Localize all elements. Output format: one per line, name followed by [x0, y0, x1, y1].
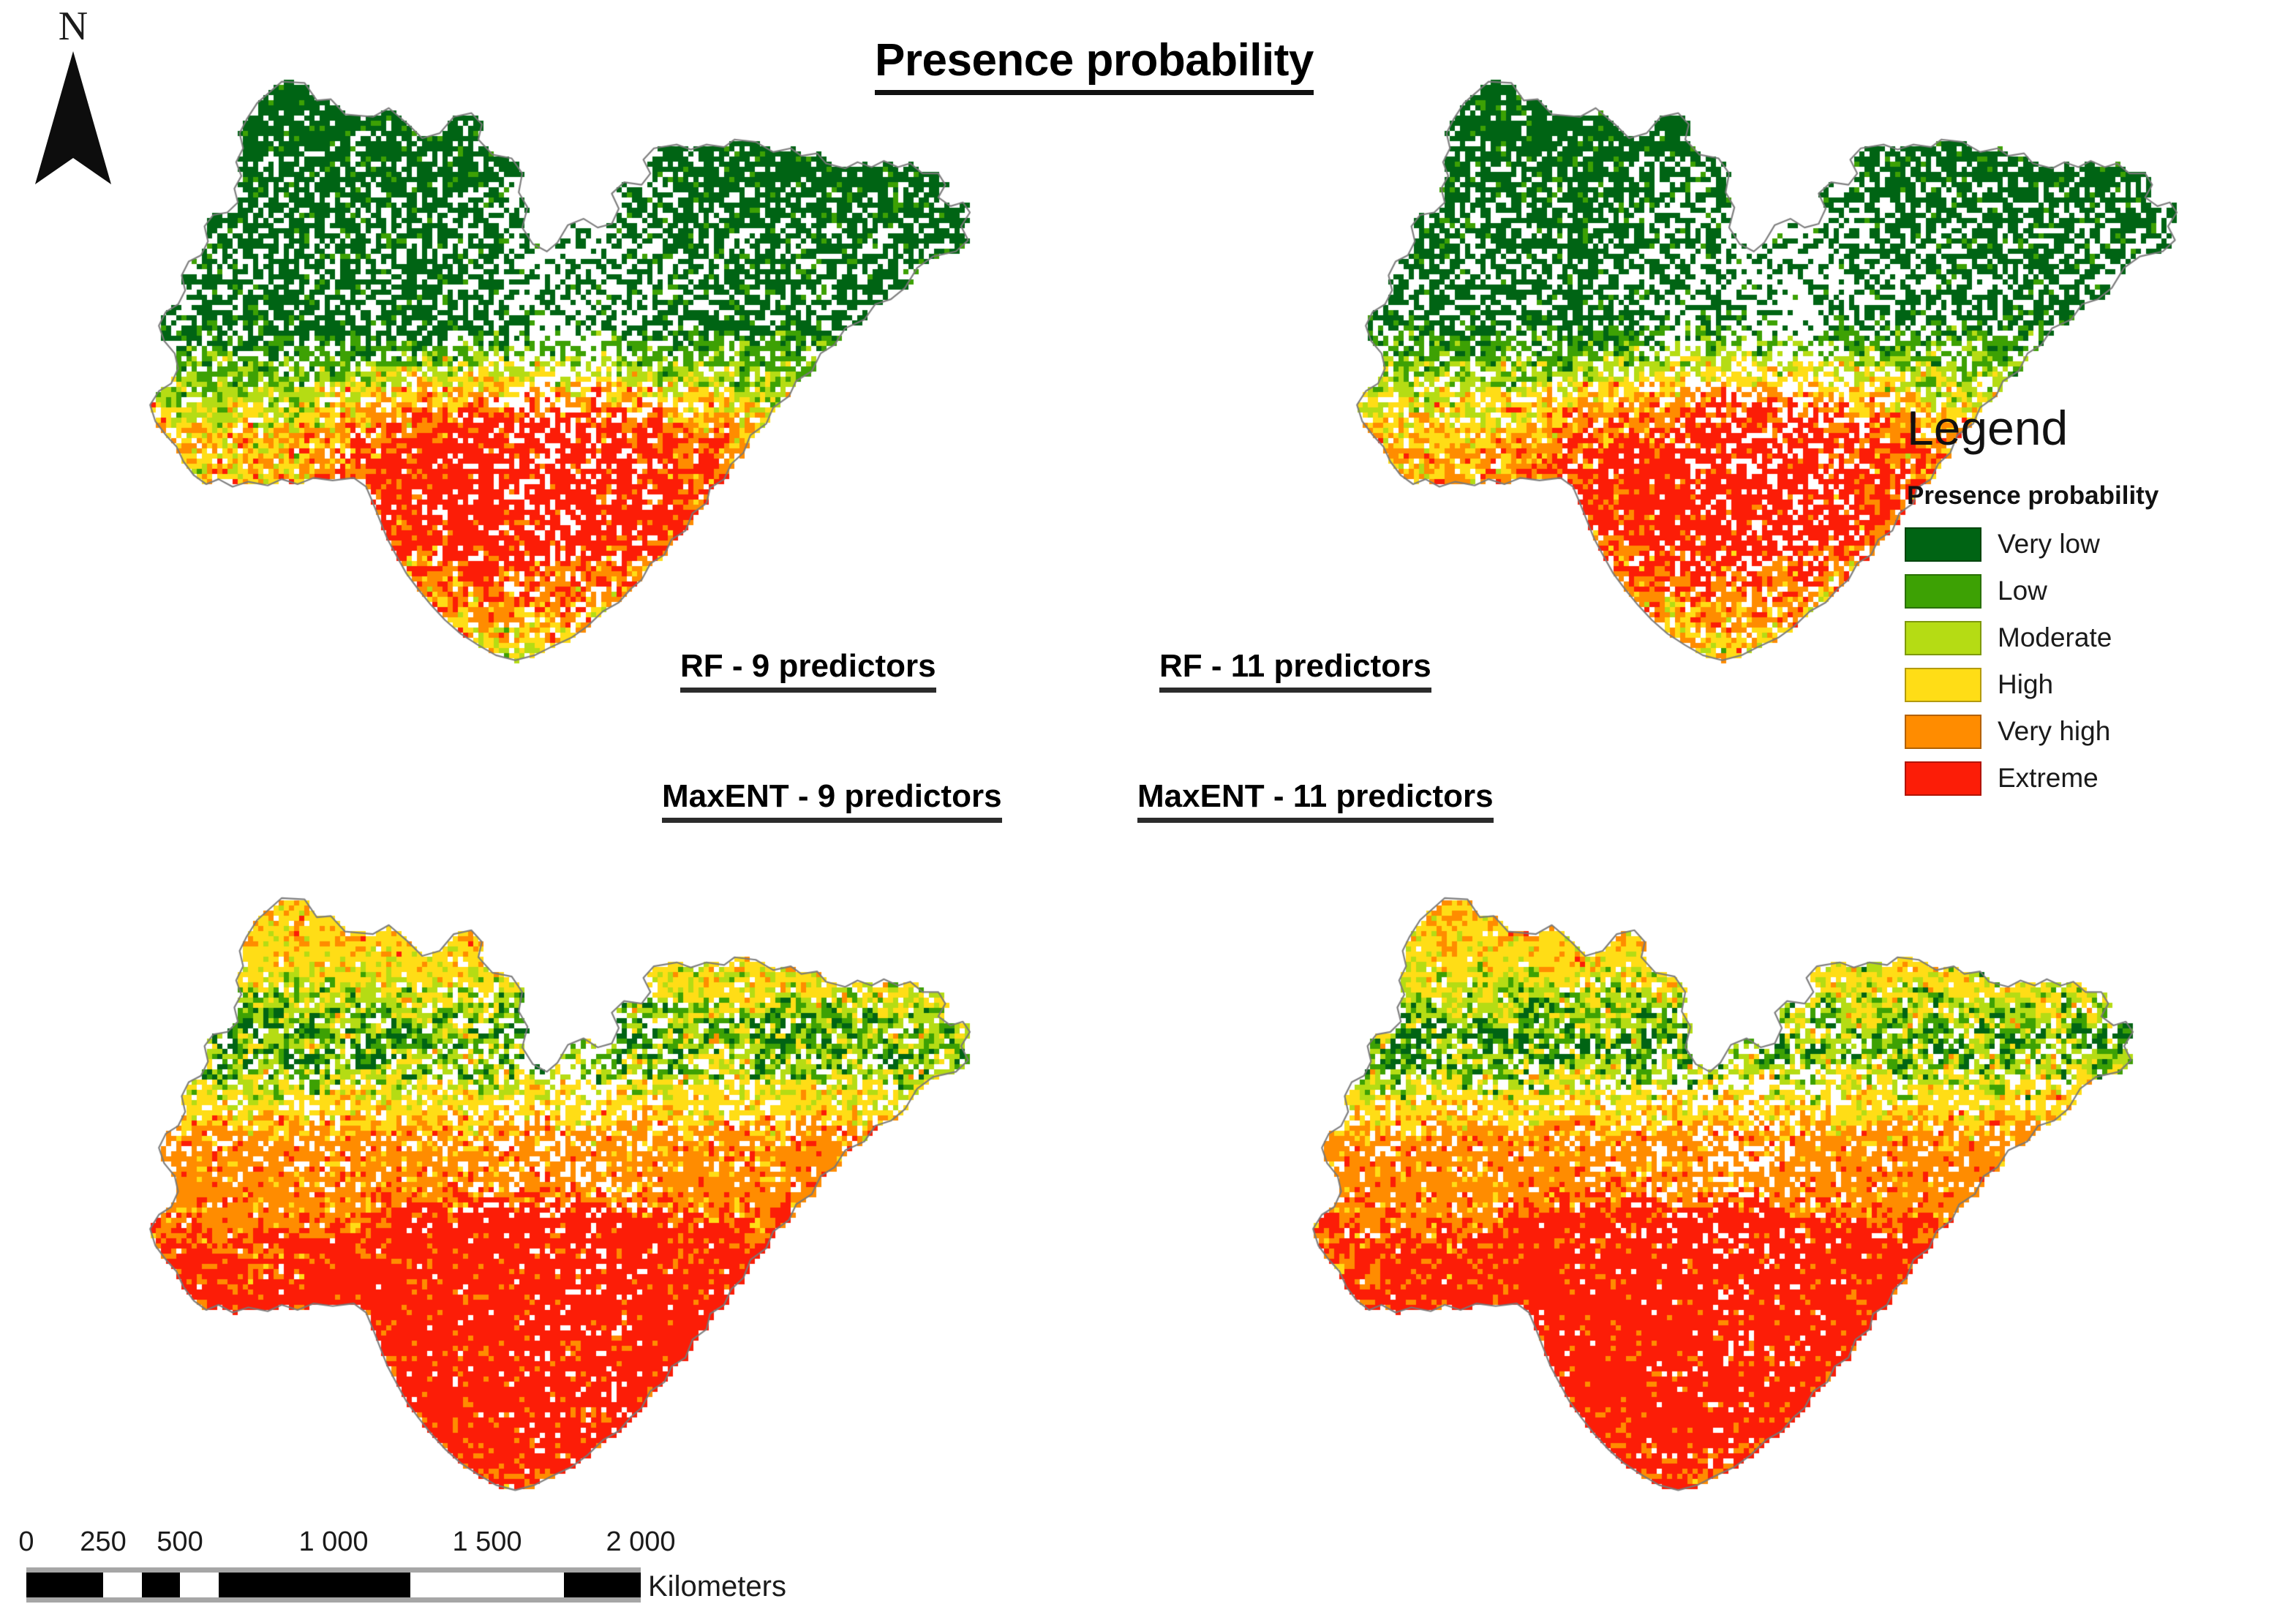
legend-swatch [1905, 667, 1981, 702]
legend-item: Very low [1905, 521, 2285, 568]
legend-item-label: High [1998, 669, 2054, 699]
scale-bar: 0 250 500 1 000 1 500 2 000 Kilometers [10, 1525, 786, 1613]
map-panel-rf9 [110, 44, 987, 673]
scale-bar-segment [26, 1573, 103, 1597]
scale-bar-segment [218, 1573, 410, 1597]
north-arrow: N [22, 6, 124, 189]
scale-bar-segment [410, 1573, 564, 1597]
legend-item-label: Low [1998, 576, 2047, 606]
panel-caption-mx9: MaxENT - 9 predictors [662, 777, 1002, 823]
legend-item-label: Moderate [1998, 622, 2112, 652]
legend-item-list: Very low Low Moderate High Very high Extreme [1905, 521, 2285, 802]
map-panel-mx9 [110, 859, 987, 1503]
legend-swatch [1905, 527, 1981, 562]
scale-bar-track [26, 1567, 641, 1603]
legend-item-label: Very high [1998, 716, 2111, 746]
legend-item: Low [1905, 568, 2285, 614]
scale-bar-tick: 500 [157, 1526, 203, 1557]
scale-bar-tick-labels: 0 250 500 1 000 1 500 2 000 [10, 1525, 786, 1563]
legend: Legend Presence probability Very low Low M… [1905, 401, 2285, 802]
scale-bar-segment [180, 1573, 219, 1597]
scale-bar-units-label: Kilometers [648, 1570, 786, 1603]
map-panel-rf11 [1317, 44, 2194, 673]
legend-swatch [1905, 714, 1981, 749]
scale-bar-tick: 0 [18, 1526, 34, 1557]
scale-bar-tick: 2 000 [606, 1526, 676, 1557]
legend-subtitle: Presence probability [1907, 481, 2159, 510]
north-arrow-icon [35, 51, 111, 184]
panel-caption-mx11: MaxENT - 11 predictors [1137, 777, 1494, 823]
panel-caption-rf11: RF - 11 predictors [1159, 647, 1431, 693]
legend-item: Moderate [1905, 614, 2285, 661]
scale-bar-tick: 1 500 [452, 1526, 522, 1557]
legend-item: Very high [1905, 708, 2285, 755]
scale-bar-segment [564, 1573, 641, 1597]
map-panel-mx11 [1273, 859, 2150, 1503]
legend-item-label: Very low [1998, 529, 2100, 559]
panel-caption-rf9: RF - 9 predictors [680, 647, 936, 693]
legend-title: Legend [1907, 401, 2069, 455]
scale-bar-tick: 250 [80, 1526, 127, 1557]
scale-bar-segment [103, 1573, 142, 1597]
scale-bar-tick: 1 000 [298, 1526, 369, 1557]
map-raster-mx9 [110, 859, 987, 1503]
map-raster-rf11 [1317, 44, 2194, 673]
north-arrow-label: N [58, 4, 89, 49]
legend-swatch [1905, 573, 1981, 609]
map-raster-rf9 [110, 44, 987, 673]
scale-bar-segment [141, 1573, 180, 1597]
legend-item-label: Extreme [1998, 763, 2099, 793]
legend-item: Extreme [1905, 755, 2285, 802]
map-raster-mx11 [1273, 859, 2150, 1503]
legend-item: High [1905, 661, 2285, 708]
legend-swatch [1905, 761, 1981, 796]
legend-swatch [1905, 620, 1981, 655]
